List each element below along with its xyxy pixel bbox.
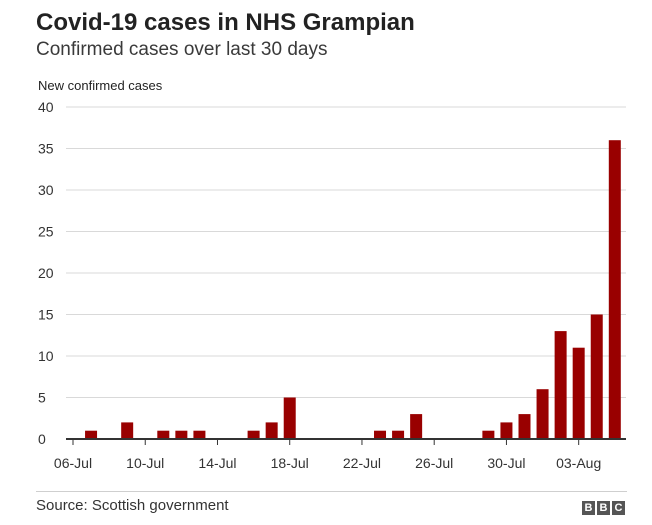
bar <box>193 430 206 439</box>
y-tick-label: 40 <box>38 99 54 115</box>
bar <box>590 314 603 439</box>
bar <box>536 389 549 439</box>
y-axis-title: New confirmed cases <box>38 78 163 93</box>
y-tick-label: 35 <box>38 141 54 157</box>
bar <box>392 430 405 439</box>
y-tick-label: 30 <box>38 182 54 198</box>
bbc-logo-letter: C <box>612 501 625 515</box>
bar-chart: New confirmed cases 0 5 10 15 20 25 30 35 40 06-Ju… <box>38 78 626 471</box>
bar <box>175 430 188 439</box>
x-tick-label: 06-Jul <box>54 455 92 471</box>
chart-title: Covid-19 cases in NHS Grampian <box>36 9 415 36</box>
footer-divider <box>36 491 627 492</box>
y-tick-label: 5 <box>38 390 46 406</box>
x-tick-label: 10-Jul <box>126 455 164 471</box>
x-tick-label: 14-Jul <box>198 455 236 471</box>
x-tick-label: 18-Jul <box>271 455 309 471</box>
bar <box>572 347 585 439</box>
bar <box>608 140 621 439</box>
bar <box>157 430 170 439</box>
source-note: Source: Scottish government <box>36 497 229 514</box>
chart-subtitle: Confirmed cases over last 30 days <box>36 39 328 60</box>
bar <box>482 430 495 439</box>
x-tick-label: 30-Jul <box>487 455 525 471</box>
y-tick-label: 15 <box>38 307 54 323</box>
bar <box>518 414 531 439</box>
bar <box>410 414 423 439</box>
x-tick-label: 22-Jul <box>343 455 381 471</box>
bar <box>283 397 296 439</box>
bbc-logo: B B C <box>582 501 625 515</box>
bar <box>374 430 387 439</box>
bar <box>85 430 98 439</box>
x-tick-label: 26-Jul <box>415 455 453 471</box>
x-tick-label: 03-Aug <box>556 455 601 471</box>
y-tick-label: 0 <box>38 431 46 447</box>
bar <box>121 422 134 439</box>
bar <box>500 422 513 439</box>
bar <box>247 430 260 439</box>
y-tick-label: 25 <box>38 224 54 240</box>
bar <box>265 422 278 439</box>
bbc-logo-letter: B <box>597 501 610 515</box>
y-tick-label: 10 <box>38 348 54 364</box>
bar <box>554 331 567 439</box>
y-tick-label: 20 <box>38 265 54 281</box>
bbc-logo-letter: B <box>582 501 595 515</box>
